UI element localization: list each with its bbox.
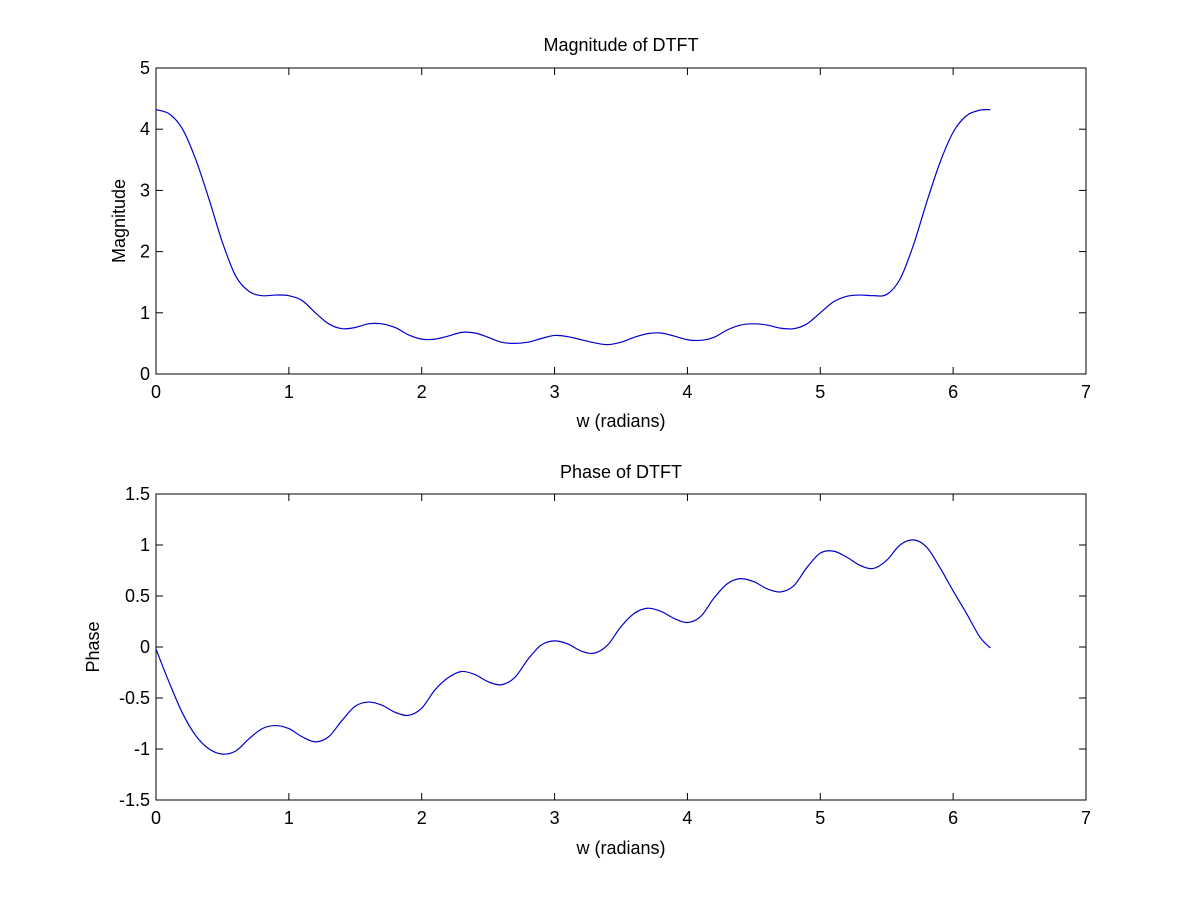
magnitude-xtick-label: 3 <box>550 382 560 402</box>
magnitude-xtick-label: 4 <box>682 382 692 402</box>
phase-ytick-label: -0.5 <box>119 688 150 708</box>
magnitude-ytick-label: 1 <box>140 303 150 323</box>
magnitude-xtick-label: 0 <box>151 382 161 402</box>
phase-xtick-label: 3 <box>550 808 560 828</box>
magnitude-tick-labels: 0 1 2 3 4 5 6 7 0 1 2 3 4 5 <box>140 58 1091 402</box>
phase-xtick-label: 5 <box>815 808 825 828</box>
phase-ytick-label: -1.5 <box>119 790 150 810</box>
phase-xlabel: w (radians) <box>575 838 665 858</box>
phase-ytick-label: 1.5 <box>125 484 150 504</box>
magnitude-ylabel: Magnitude <box>109 179 129 263</box>
magnitude-ytick-label: 2 <box>140 242 150 262</box>
magnitude-series-line <box>155 108 991 346</box>
magnitude-title: Magnitude of DTFT <box>543 35 698 55</box>
magnitude-ytick-label: 0 <box>140 364 150 384</box>
magnitude-ticks <box>155 67 1087 375</box>
magnitude-subplot: Magnitude of DTFT 0 1 2 3 4 5 6 7 0 1 2 3 4 5 w (radi… <box>109 35 1091 431</box>
phase-xtick-label: 7 <box>1081 808 1091 828</box>
phase-series-line <box>155 539 991 755</box>
phase-xtick-label: 6 <box>948 808 958 828</box>
phase-tick-labels: 0 1 2 3 4 5 6 7 -1.5 -1 -0.5 0 0.5 1 1.5 <box>119 484 1091 828</box>
phase-ytick-label: 0.5 <box>125 586 150 606</box>
phase-xtick-label: 0 <box>151 808 161 828</box>
magnitude-xtick-label: 2 <box>417 382 427 402</box>
phase-xtick-label: 2 <box>417 808 427 828</box>
magnitude-axes-box <box>155 67 1087 375</box>
phase-title: Phase of DTFT <box>560 462 682 482</box>
phase-subplot: Phase of DTFT 0 1 2 3 4 5 6 7 -1.5 -1 -0.5 0 0.5 1 1.5… <box>83 462 1091 858</box>
phase-axes-box <box>155 493 1087 801</box>
phase-ylabel: Phase <box>83 621 103 672</box>
phase-xtick-label: 4 <box>682 808 692 828</box>
phase-ytick-label: 1 <box>140 535 150 555</box>
magnitude-xtick-label: 7 <box>1081 382 1091 402</box>
magnitude-ytick-label: 5 <box>140 58 150 78</box>
phase-ytick-label: -1 <box>134 739 150 759</box>
magnitude-xtick-label: 1 <box>284 382 294 402</box>
magnitude-xtick-label: 6 <box>948 382 958 402</box>
magnitude-ytick-label: 4 <box>140 119 150 139</box>
phase-xtick-label: 1 <box>284 808 294 828</box>
phase-ticks <box>155 493 1087 801</box>
magnitude-xlabel: w (radians) <box>575 411 665 431</box>
phase-ytick-label: 0 <box>140 637 150 657</box>
magnitude-ytick-label: 3 <box>140 180 150 200</box>
magnitude-xtick-label: 5 <box>815 382 825 402</box>
